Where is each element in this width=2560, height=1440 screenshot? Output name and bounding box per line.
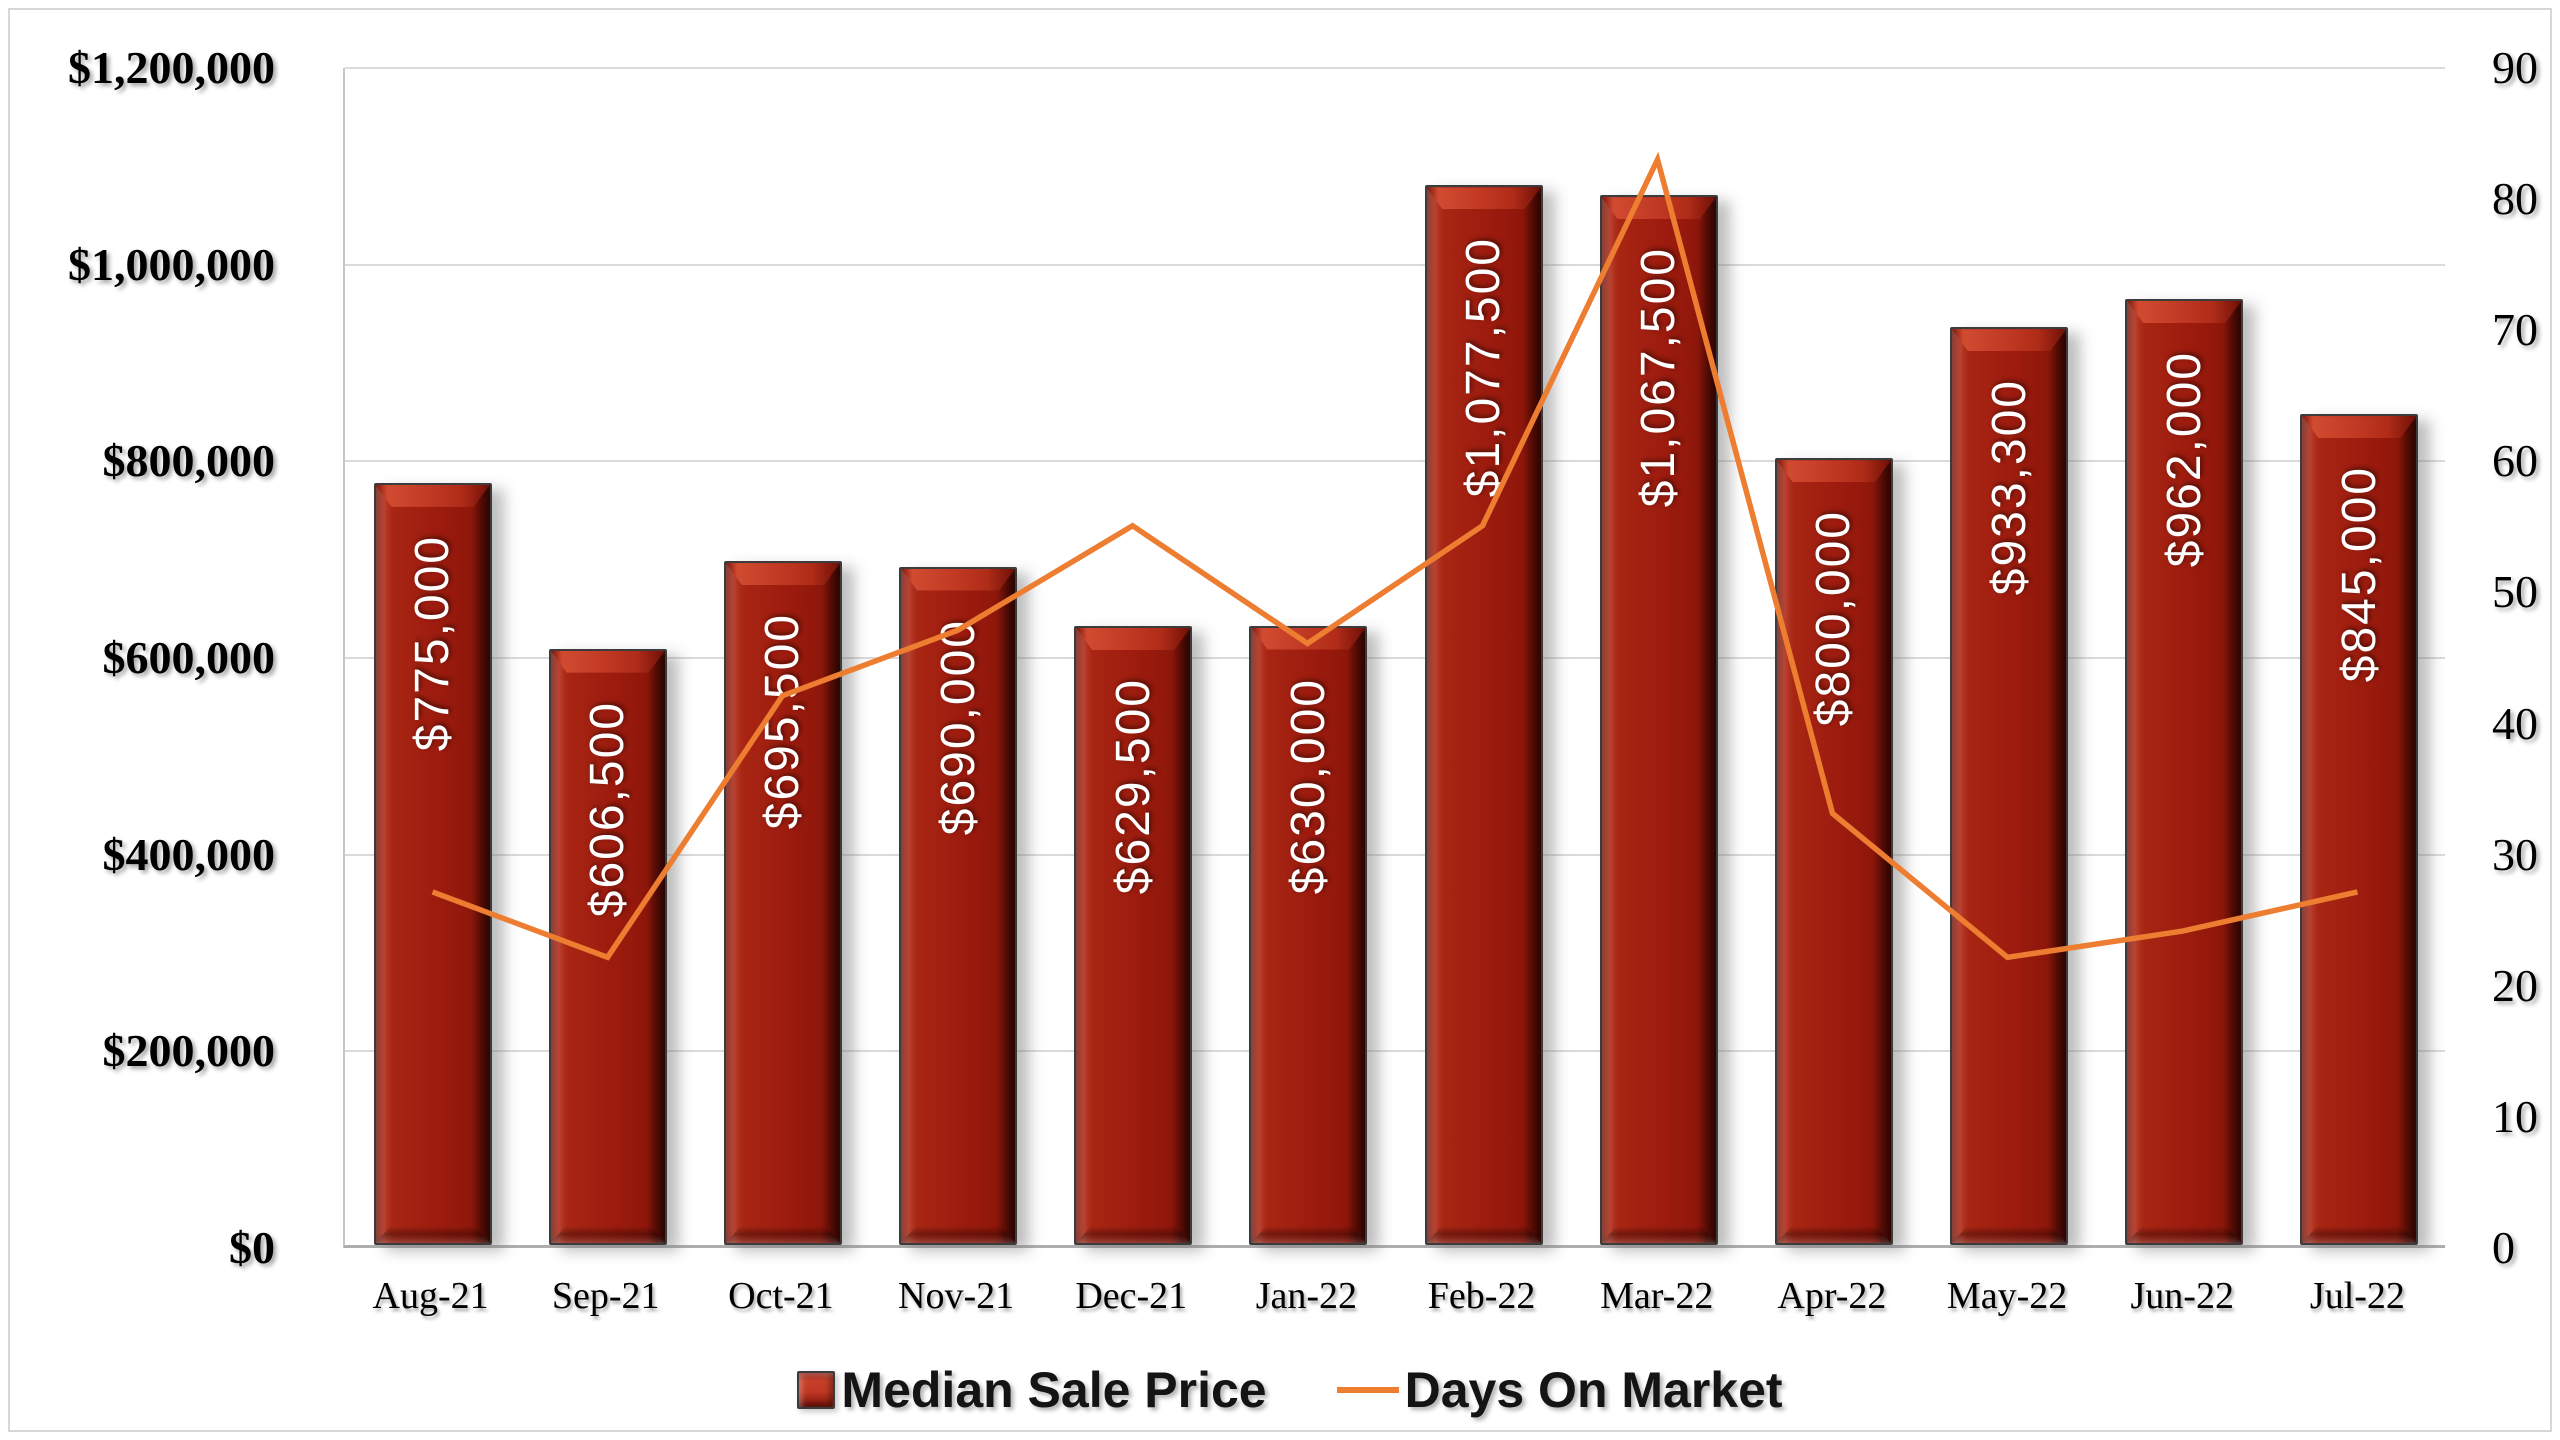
legend-item-median-sale-price: Median Sale Price [797,1361,1267,1419]
category-label-dec-21: Dec-21 [1075,1275,1188,1317]
legend-label-days-on-market: Days On Market [1404,1362,1783,1418]
category-label-jan-22: Jan-22 [1255,1275,1358,1317]
legend-label-median-sale-price: Median Sale Price [841,1362,1267,1418]
left-axis-tick-label: $1,000,000 [68,238,275,290]
gridline [345,657,2445,659]
bar-jul-22: $845,000 [2300,414,2419,1245]
category-label-may-22: May-22 [1946,1275,2068,1317]
chart-frame: $775,000 $606,500 $695,500 $690,000 $629,500… [8,8,2552,1432]
right-axis-tick-label: 60 [2492,435,2538,487]
bar-nov-21: $690,000 [899,566,1018,1245]
plot-area: $775,000 $606,500 $695,500 $690,000 $629,500… [343,67,2445,1248]
category-label-feb-22: Feb-22 [1427,1275,1536,1317]
left-axis-tick-label: $200,000 [102,1025,276,1077]
right-axis-tick-label: 90 [2492,42,2538,93]
left-axis-tick-label: $400,000 [102,828,276,880]
category-label-aug-21: Aug-21 [372,1275,489,1317]
category-label-mar-22: Mar-22 [1600,1275,1714,1317]
bar-apr-22: $800,000 [1774,458,1893,1245]
right-axis-tick-label: 80 [2492,173,2538,225]
category-label-sep-21: Sep-21 [551,1275,660,1317]
right-axis-tick-label: 30 [2492,828,2538,880]
bar-sep-21: $606,500 [548,648,667,1245]
category-label-jul-22: Jul-22 [2309,1275,2405,1317]
category-label-jun-22: Jun-22 [2130,1275,2234,1317]
category-label-apr-22: Apr-22 [1777,1275,1887,1317]
left-axis-tick-label: $0 [229,1222,275,1273]
bar-aug-21: $775,000 [373,482,492,1245]
bar-mar-22: $1,067,500 [1599,195,1718,1245]
right-axis-tick-label: 0 [2492,1222,2515,1273]
right-axis-tick-label: 50 [2492,566,2538,618]
bar-jan-22: $630,000 [1249,625,1368,1245]
gridline [345,1050,2445,1053]
right-axis-tick-label: 20 [2492,959,2538,1011]
legend: Median Sale Price Days On Market [10,1350,2560,1430]
left-axis-tick-label: $600,000 [102,632,276,683]
category-label-nov-21: Nov-21 [898,1275,1015,1317]
bar-oct-21: $695,500 [723,561,842,1245]
gridline [345,263,2445,266]
bar-jun-22: $962,000 [2125,299,2244,1245]
left-axis-tick-label: $800,000 [102,435,276,487]
line-series-days-on-market [431,151,2359,961]
left-axis-tick-label: $1,200,000 [68,42,275,93]
days-on-market-polyline [431,151,2359,961]
gridline [345,853,2445,856]
gridline [345,67,2445,69]
bar-dec-21: $629,500 [1074,626,1193,1245]
bar-may-22: $933,300 [1950,327,2069,1245]
right-axis-tick-label: 10 [2492,1090,2538,1142]
category-label-oct-21: Oct-21 [728,1275,834,1317]
gridline [345,460,2445,463]
right-axis-tick-label: 40 [2492,697,2538,749]
bar-series-swatch-icon [797,1371,836,1409]
legend-item-days-on-market: Days On Market [1336,1361,1783,1419]
line-series-swatch-icon [1336,1387,1399,1393]
bar-feb-22: $1,077,500 [1424,185,1543,1245]
right-axis-tick-label: 70 [2492,304,2538,356]
